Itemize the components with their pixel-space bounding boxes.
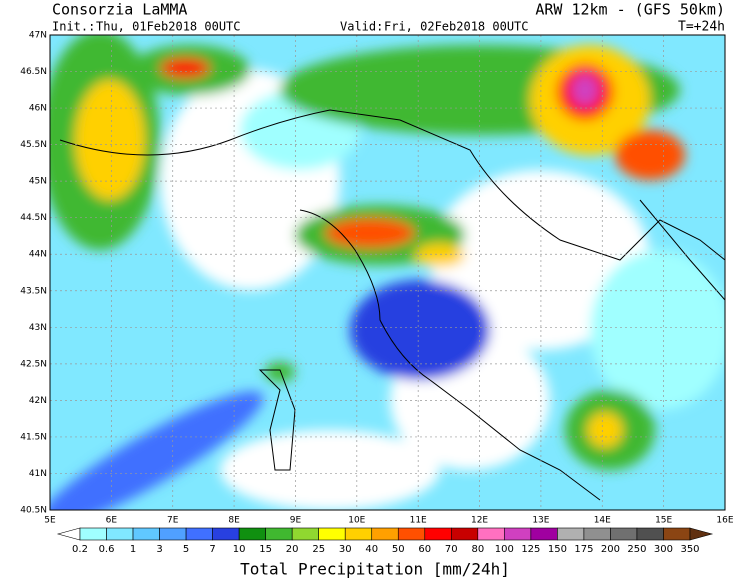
colorbar-label: 30 — [339, 544, 352, 555]
colorbar-box — [663, 527, 691, 541]
colorbar-title: Total Precipitation [mm/24h] — [240, 560, 510, 579]
lat-tick-label: 43N — [29, 323, 47, 333]
colorbar-box — [397, 527, 426, 541]
colorbar-box — [530, 527, 558, 541]
model: ARW 12km - (GFS 50km) — [535, 1, 725, 19]
lat-tick-label: 47N — [29, 31, 47, 41]
colorbar-label: 50 — [392, 544, 405, 555]
colorbar-box — [238, 527, 266, 541]
colorbar-label: 60 — [418, 544, 431, 555]
colorbar-box — [557, 527, 585, 541]
lon-tick-label: 6E — [106, 516, 118, 526]
lon-tick-label: 7E — [167, 516, 179, 526]
colorbar-label: 5 — [183, 544, 189, 555]
colorbar-arrow — [56, 527, 81, 541]
colorbar-label: 175 — [574, 544, 593, 555]
colorbar-label: 3 — [156, 544, 162, 555]
colorbar: 0.2 0.6 1 3 5 7 10 15 20 25 30 40 50 60 70 80 100 125 150 1… — [56, 527, 714, 555]
colorbar-box — [371, 527, 399, 541]
lat-tick-label: 43.5N — [20, 286, 47, 296]
lead-time: T=+24h — [678, 20, 725, 35]
lat-tick-label: 42N — [29, 396, 47, 406]
lat-tick-label: 42.5N — [20, 359, 47, 369]
map-frame — [49, 34, 726, 511]
lat-tick-label: 44N — [29, 250, 47, 260]
valid-label: Valid: — [340, 20, 383, 34]
colorbar-box — [610, 527, 638, 541]
lon-tick-label: 13E — [532, 516, 549, 526]
colorbar-label: 15 — [259, 544, 272, 555]
colorbar-label: 100 — [495, 544, 514, 555]
lon-tick-label: 5E — [44, 516, 56, 526]
lat-tick-label: 44.5N — [20, 213, 47, 223]
colorbar-label: 70 — [445, 544, 458, 555]
colorbar-box — [79, 527, 107, 541]
colorbar-label: 250 — [627, 544, 646, 555]
colorbar-box — [318, 527, 346, 541]
colorbar-box — [477, 527, 505, 541]
colorbar-label: 25 — [312, 544, 325, 555]
init: Thu, 01Feb2018 00UTC — [96, 20, 241, 34]
colorbar-label: 0.6 — [99, 544, 115, 555]
colorbar-box — [159, 527, 187, 541]
lon-tick-label: 11E — [410, 516, 427, 526]
colorbar-box — [265, 527, 293, 541]
colorbar-label: 0.2 — [72, 544, 88, 555]
colorbar-box — [583, 527, 611, 541]
lon-tick-label: 10E — [348, 516, 365, 526]
colorbar-box — [424, 527, 452, 541]
lon-tick-label: 15E — [655, 516, 672, 526]
colorbar-box — [344, 527, 373, 541]
lon-tick-label: 12E — [471, 516, 488, 526]
colorbar-label: 200 — [601, 544, 620, 555]
colorbar-box — [451, 527, 479, 541]
lat-tick-label: 40.5N — [20, 506, 47, 516]
lon-tick-label: 14E — [594, 516, 611, 526]
colorbar-box — [291, 527, 319, 541]
colorbar-box — [185, 527, 213, 541]
lat-tick-label: 46.5N — [20, 67, 47, 77]
colorbar-label: 40 — [365, 544, 378, 555]
colorbar-box — [106, 527, 134, 541]
lat-tick-label: 45N — [29, 177, 47, 187]
colorbar-label: 1 — [130, 544, 136, 555]
precipitation-field — [50, 35, 725, 510]
colorbar-label: 10 — [233, 544, 246, 555]
title: Consorzia LaMMA — [52, 1, 187, 19]
colorbar-label: 20 — [286, 544, 299, 555]
colorbar-label: 7 — [209, 544, 215, 555]
colorbar-label: 125 — [521, 544, 540, 555]
lat-tick-label: 46N — [29, 104, 47, 114]
lat-tick-label: 41.5N — [20, 432, 47, 442]
valid: Fri, 02Feb2018 00UTC — [384, 20, 529, 34]
colorbar-box — [636, 527, 664, 541]
colorbar-label: 300 — [654, 544, 673, 555]
lon-tick-label: 16E — [716, 516, 733, 526]
lat-tick-label: 41N — [29, 469, 47, 479]
colorbar-label: 350 — [680, 544, 699, 555]
colorbar-box — [504, 527, 532, 541]
lon-tick-label: 8E — [228, 516, 240, 526]
init-label: Init.: — [52, 20, 95, 34]
lon-tick-label: 9E — [290, 516, 302, 526]
colorbar-label: 80 — [471, 544, 484, 555]
colorbar-box — [132, 527, 160, 541]
colorbar-arrow — [689, 527, 714, 541]
lat-tick-label: 45.5N — [20, 140, 47, 150]
colorbar-box — [212, 527, 240, 541]
colorbar-label: 150 — [548, 544, 567, 555]
